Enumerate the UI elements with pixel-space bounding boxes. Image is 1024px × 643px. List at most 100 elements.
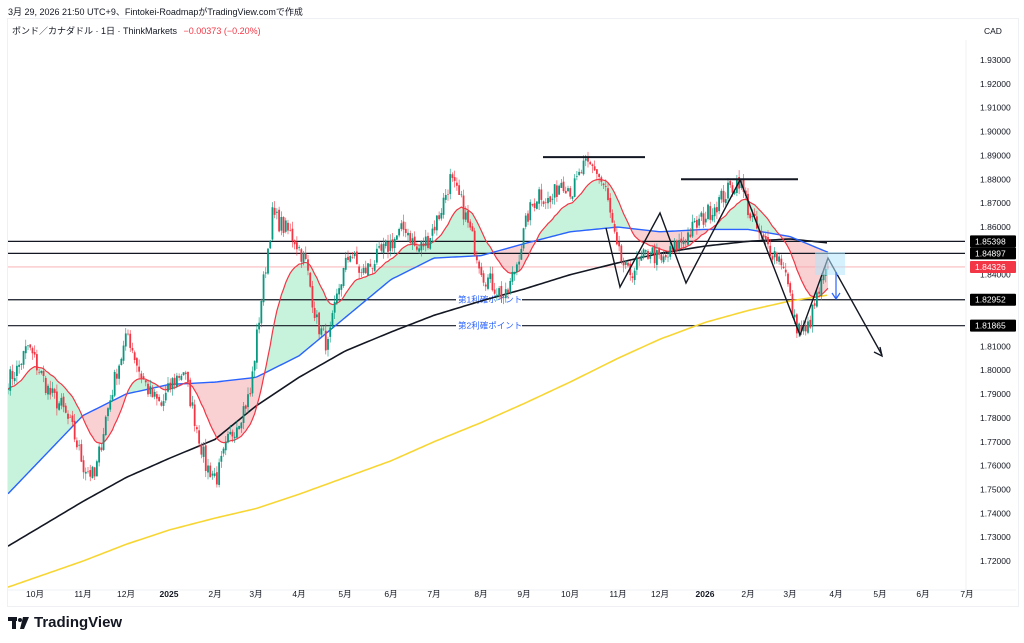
candle-body xyxy=(782,266,785,269)
candle-body xyxy=(147,383,149,395)
candle-body xyxy=(127,333,129,335)
candle-body xyxy=(304,253,307,259)
candle-body xyxy=(433,226,436,231)
candle-body xyxy=(109,400,112,410)
candle-body xyxy=(298,247,301,249)
candle-body xyxy=(809,319,812,328)
candle-body xyxy=(464,212,467,220)
price-badge xyxy=(970,293,1016,306)
y-tick-label: 1.90000 xyxy=(980,127,1011,137)
candle-body xyxy=(467,210,469,223)
candle-body xyxy=(278,209,281,232)
candle-body xyxy=(589,162,592,165)
candle-body xyxy=(222,448,225,454)
candle-body xyxy=(89,470,92,477)
ma-red-line xyxy=(8,178,829,445)
x-tick-label: 12月 xyxy=(651,589,669,599)
candle-body xyxy=(204,445,207,471)
candle-body xyxy=(544,202,547,204)
candle-body xyxy=(169,382,172,389)
candle-body xyxy=(180,375,183,380)
candle-body xyxy=(82,460,85,473)
candle-body xyxy=(155,394,158,399)
candle-body xyxy=(542,201,545,205)
candle-body xyxy=(87,471,89,473)
candle-body xyxy=(493,289,496,294)
candle-body xyxy=(449,174,452,195)
candle-body xyxy=(562,181,565,192)
candle-body xyxy=(11,371,14,379)
candle-body xyxy=(324,330,327,351)
candle-body xyxy=(129,333,132,348)
created-caption: 3月 29, 2026 21:50 UTC+9、Fintokei-Roadmap… xyxy=(8,7,303,17)
candle-body xyxy=(487,277,489,289)
ma-black-line xyxy=(8,238,828,547)
candle-body xyxy=(64,405,67,413)
candle-body xyxy=(395,235,398,240)
tradingview-logo-icon xyxy=(8,616,29,629)
candle-body xyxy=(280,216,283,231)
x-tick-label: 8月 xyxy=(474,589,487,599)
candle-body xyxy=(293,240,296,245)
candle-body xyxy=(515,264,518,273)
candle-body xyxy=(389,240,392,251)
candle-body xyxy=(638,257,641,259)
candle-body xyxy=(604,186,607,187)
price-change: −0.00373 (−0.20%) xyxy=(183,26,261,36)
candle-body xyxy=(709,206,712,220)
candle-body xyxy=(235,427,238,438)
bullish-cloud xyxy=(265,207,495,373)
candle-body xyxy=(242,406,245,423)
candle-body xyxy=(258,322,261,330)
candle-body xyxy=(198,430,201,444)
candle-body xyxy=(24,346,27,354)
candle-body xyxy=(549,196,552,203)
candle-body xyxy=(38,372,41,374)
candle-body xyxy=(742,179,745,192)
price-badge xyxy=(970,319,1016,332)
candle-body xyxy=(571,196,574,199)
candle-body xyxy=(813,303,816,306)
candle-body xyxy=(815,292,818,307)
candle-body xyxy=(669,246,672,257)
candle-body xyxy=(718,197,721,212)
candle-body xyxy=(631,276,634,278)
price-badge-text: 1.84326 xyxy=(975,262,1006,272)
candle-body xyxy=(315,314,318,318)
candle-body xyxy=(149,386,152,394)
candle-body xyxy=(800,325,803,332)
currency-label: CAD xyxy=(984,26,1002,36)
candle-body xyxy=(635,257,638,270)
candle-body xyxy=(202,446,205,457)
candle-body xyxy=(791,293,794,316)
candle-body xyxy=(347,256,349,260)
candle-body xyxy=(307,259,309,271)
candle-body xyxy=(393,238,396,249)
candle-body xyxy=(113,371,116,396)
candle-body xyxy=(71,415,74,423)
candle-body xyxy=(822,274,825,281)
candle-body xyxy=(409,233,412,243)
candle-body xyxy=(580,172,583,174)
candle-body xyxy=(338,288,341,295)
candle-body xyxy=(495,294,498,296)
y-tick-label: 1.80000 xyxy=(980,365,1011,375)
candle-body xyxy=(115,373,118,379)
candle-body xyxy=(440,212,443,219)
candle-body xyxy=(318,312,321,335)
candle-body xyxy=(693,220,696,223)
candle-body xyxy=(171,378,174,390)
candle-body xyxy=(407,232,409,236)
candle-body xyxy=(175,375,178,387)
candle-body xyxy=(229,432,232,435)
x-tick-label: 11月 xyxy=(609,589,626,599)
candle-body xyxy=(40,370,43,373)
candle-body xyxy=(764,235,767,240)
ma-blue-line xyxy=(8,226,829,495)
x-tick-label: 5月 xyxy=(873,589,886,599)
candle-body xyxy=(320,328,323,335)
candle-body xyxy=(784,269,787,273)
candle-body xyxy=(369,263,372,267)
candle-body xyxy=(720,190,723,200)
